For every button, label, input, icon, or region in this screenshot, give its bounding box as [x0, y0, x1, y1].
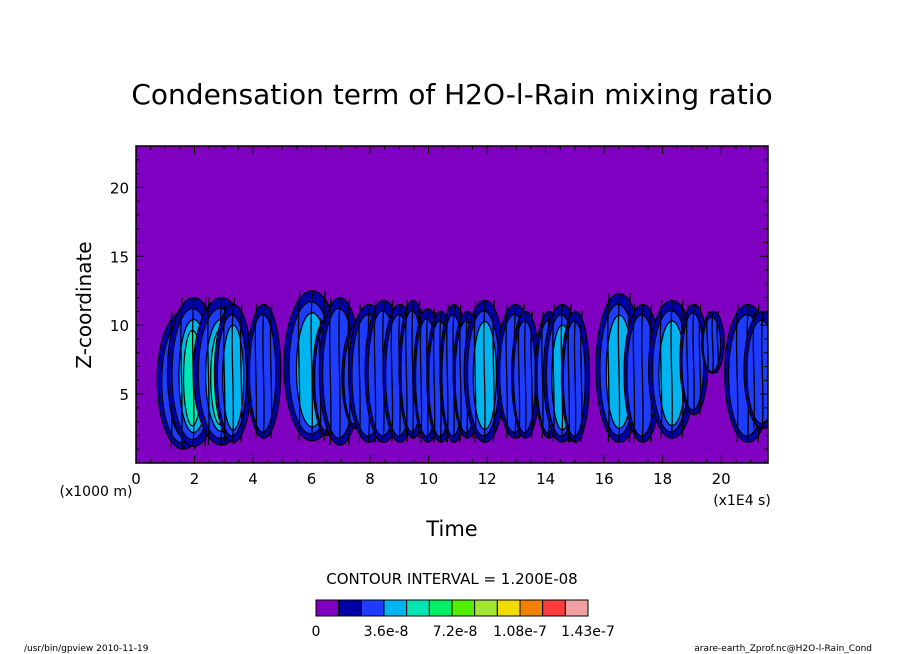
footer-right: arare-earth_Zprof.nc@H2O-l-Rain_Cond: [694, 644, 872, 654]
colorbar-swatch: [360, 599, 385, 617]
convective-cell: [560, 310, 591, 443]
colorbar-swatch: [451, 599, 476, 617]
y-tick-label: 5: [119, 386, 129, 404]
x-tick-label: 18: [653, 470, 672, 488]
convective-cell: [701, 310, 725, 375]
x-tick-label: 4: [248, 470, 258, 488]
x-tick-label: 8: [365, 470, 375, 488]
colorbar-swatch: [542, 599, 566, 617]
x-tick-label: 2: [190, 470, 200, 488]
convective-cell: [679, 303, 709, 416]
colorbar-label: 3.6e-8: [364, 624, 409, 640]
colorbar-swatch: [428, 599, 453, 617]
colorbar-label: 1.08e-7: [493, 624, 547, 640]
y-tick-label: 20: [110, 179, 129, 197]
convective-cell: [463, 299, 506, 443]
colorbar-swatch: [406, 599, 430, 617]
colorbar-swatch: [474, 599, 498, 617]
colorbar-swatch: [519, 599, 544, 617]
convective-cell: [246, 303, 282, 439]
y-axis-label: Z-coordinate: [72, 241, 96, 368]
chart-title: Condensation term of H2O-l-Rain mixing r…: [131, 78, 772, 111]
convective-cell: [511, 310, 541, 439]
x-tick-label: 16: [595, 470, 614, 488]
footer-left: /usr/bin/gpview 2010-11-19: [24, 644, 149, 654]
y-tick-label: 15: [110, 248, 129, 266]
colorbar-swatch: [496, 599, 521, 617]
colorbar-swatch: [315, 599, 340, 617]
contour-interval-text: CONTOUR INTERVAL = 1.200E-08: [326, 570, 577, 588]
x-tick-label: 6: [307, 470, 317, 488]
colorbar-swatch: [338, 599, 362, 617]
colorbar-swatch: [383, 599, 408, 617]
colorbar: 0 3.6e-8 7.2e-8 1.08e-7 1.43e-7: [312, 599, 615, 640]
x-tick-label: 12: [478, 470, 497, 488]
colorbar-swatch: [564, 599, 589, 617]
x-tick-label: 14: [536, 470, 555, 488]
y-tick-label: 10: [110, 317, 129, 335]
x-tick-label: 20: [712, 470, 731, 488]
plot-area: 0 2 4 6 8 10 12 14 16 18 20 5 10 15 20: [110, 145, 769, 488]
colorbar-label: 1.43e-7: [561, 624, 615, 640]
x-axis-label: Time: [425, 517, 477, 541]
convective-cell: [743, 310, 768, 430]
colorbar-label: 0: [312, 624, 321, 640]
y-unit-note: (x1000 m): [60, 484, 133, 500]
x-tick-label: 0: [131, 470, 141, 488]
plot-frame: [135, 145, 769, 464]
convective-cell: [213, 303, 253, 443]
colorbar-label: 7.2e-8: [433, 624, 478, 640]
contour-field: [156, 290, 768, 450]
x-unit-note: (x1E4 s): [713, 493, 771, 509]
x-tick-label: 10: [419, 470, 438, 488]
